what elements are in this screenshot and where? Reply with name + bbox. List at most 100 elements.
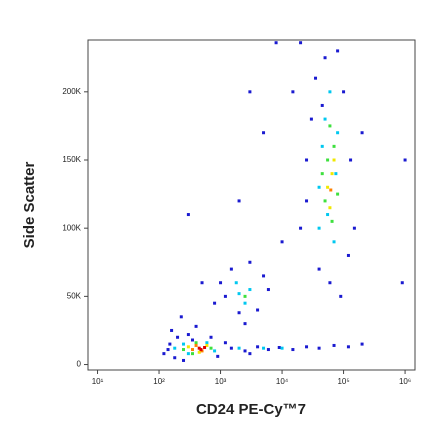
point: [176, 335, 180, 339]
point: [262, 131, 266, 135]
point: [168, 342, 172, 346]
point: [317, 346, 321, 350]
point: [205, 341, 209, 345]
point: [320, 103, 324, 107]
point: [248, 352, 252, 356]
point: [170, 328, 174, 332]
plot-frame: [87, 39, 416, 371]
point: [248, 260, 252, 264]
y-tick-label: 50K: [67, 291, 82, 300]
point: [243, 294, 247, 298]
point: [256, 308, 260, 312]
point: [209, 346, 213, 350]
point: [219, 281, 223, 285]
point: [332, 144, 336, 148]
point: [186, 345, 190, 349]
point: [332, 240, 336, 244]
point: [223, 294, 227, 298]
point: [197, 350, 201, 354]
point: [334, 172, 338, 176]
y-tick-label: 200K: [62, 87, 81, 96]
point: [182, 342, 186, 346]
point: [243, 301, 247, 305]
point: [332, 343, 336, 347]
point: [248, 90, 252, 94]
point: [323, 56, 327, 60]
point: [266, 348, 270, 352]
point: [237, 311, 241, 315]
point: [213, 349, 217, 353]
point: [182, 358, 186, 362]
point: [280, 240, 284, 244]
point: [237, 292, 241, 296]
point: [360, 131, 364, 135]
y-axis-title: Side Scatter: [21, 161, 38, 248]
point: [309, 117, 313, 121]
point: [216, 354, 220, 358]
point: [179, 315, 183, 319]
point: [317, 267, 321, 271]
point: [173, 356, 177, 360]
point: [277, 346, 281, 349]
point: [182, 348, 186, 352]
point: [328, 124, 332, 128]
point: [237, 346, 241, 350]
point: [229, 346, 233, 350]
point: [186, 213, 190, 217]
point: [360, 342, 364, 346]
y-tick-label: 0: [77, 360, 82, 369]
x-tick-label: 10³: [215, 377, 227, 386]
point: [328, 281, 332, 285]
point: [299, 226, 303, 230]
y-tick-label: 150K: [62, 155, 81, 164]
point: [403, 158, 407, 162]
point: [305, 158, 309, 162]
x-tick-label: 10⁶: [399, 377, 411, 386]
point: [332, 158, 336, 162]
point: [352, 226, 356, 230]
point: [205, 343, 209, 347]
point: [194, 343, 198, 347]
point: [323, 117, 327, 121]
point: [199, 348, 203, 352]
x-tick-label: 10⁵: [337, 377, 349, 386]
point: [248, 288, 252, 292]
point: [223, 341, 227, 345]
point: [328, 90, 332, 94]
x-tick-label: 10¹: [92, 377, 104, 386]
point: [336, 192, 340, 196]
x-tick-label: 10²: [153, 377, 165, 386]
point: [346, 345, 350, 349]
point: [262, 346, 266, 350]
point: [400, 281, 404, 285]
x-axis-title: CD24 PE-Cy™7: [196, 401, 306, 418]
point: [191, 338, 195, 342]
point: [186, 352, 190, 356]
point: [194, 324, 198, 328]
point: [291, 348, 295, 352]
point: [336, 49, 340, 53]
point: [191, 348, 195, 352]
point: [291, 90, 295, 94]
point: [336, 131, 340, 135]
point: [330, 219, 334, 223]
point: [326, 213, 330, 217]
point: [256, 345, 260, 349]
point: [328, 206, 332, 210]
point: [237, 199, 241, 203]
point: [200, 281, 204, 285]
point: [243, 349, 247, 353]
x-tick-label: 10⁴: [276, 377, 289, 386]
point: [305, 345, 309, 349]
point: [326, 185, 330, 189]
point: [320, 172, 324, 176]
point: [314, 76, 318, 80]
point: [166, 348, 170, 352]
point: [349, 158, 353, 162]
point: [342, 90, 346, 94]
point: [323, 199, 327, 203]
point: [203, 346, 207, 349]
point: [317, 226, 321, 230]
point: [209, 335, 213, 339]
